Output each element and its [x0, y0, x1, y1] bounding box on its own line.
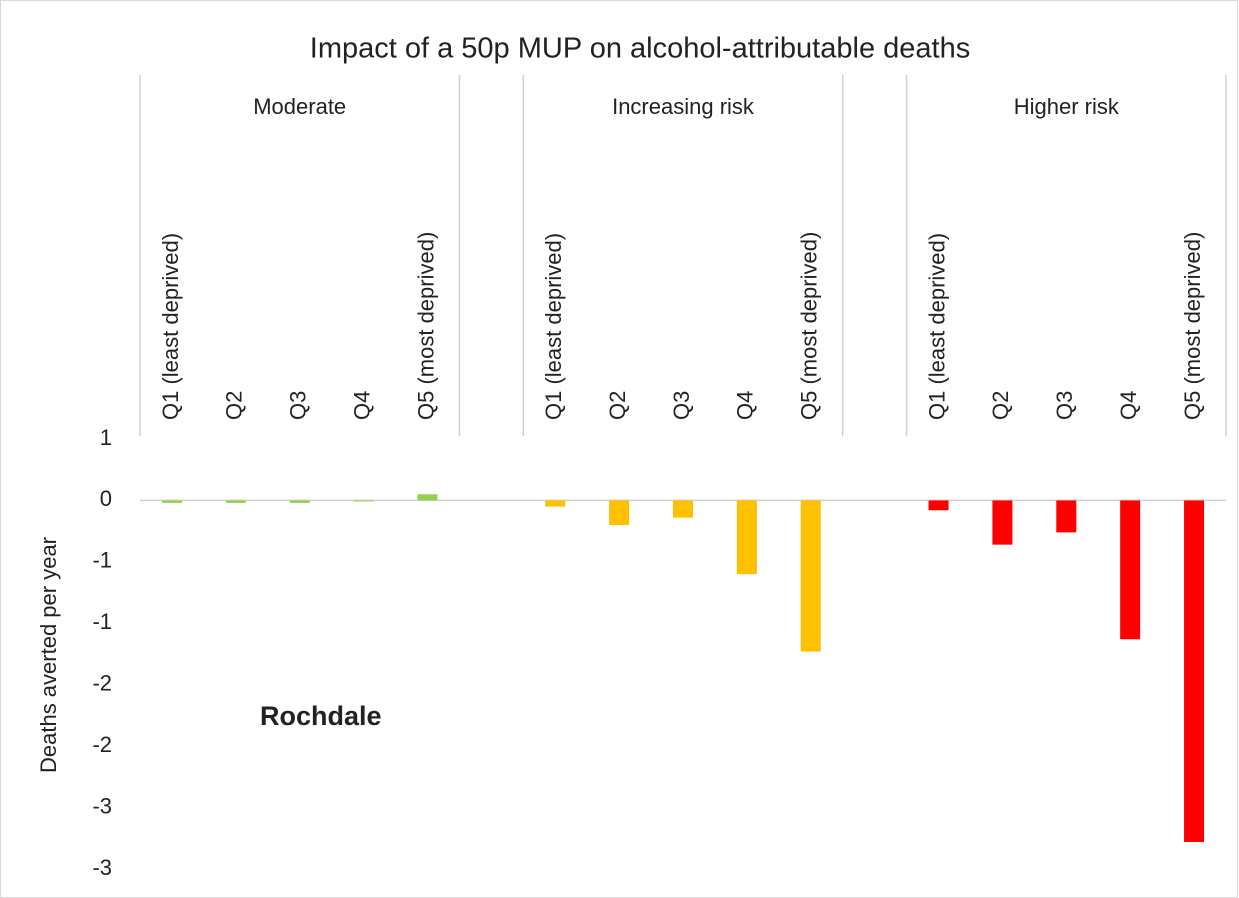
group-label: Moderate — [253, 94, 346, 119]
annotation: Rochdale — [260, 701, 382, 731]
bar — [800, 500, 821, 652]
bar — [161, 500, 182, 503]
x-tick-label: Q3 — [286, 391, 311, 420]
x-tick-label: Q1 (least deprived) — [924, 233, 949, 420]
y-tick-label: -3 — [92, 793, 112, 818]
group-label: Increasing risk — [612, 94, 755, 119]
y-tick-label: 1 — [100, 425, 112, 450]
bar — [1184, 500, 1205, 842]
x-tick-label: Q1 (least deprived) — [541, 233, 566, 420]
y-tick-label: -1 — [92, 609, 112, 634]
y-tick-label: -3 — [92, 855, 112, 880]
bar — [545, 500, 566, 507]
bar — [992, 500, 1013, 545]
chart-title: Impact of a 50p MUP on alcohol-attributa… — [310, 33, 970, 65]
x-tick-label: Q2 — [988, 391, 1013, 420]
y-tick-label: 0 — [100, 486, 112, 511]
y-tick-label: -2 — [92, 671, 112, 696]
y-tick-label: -1 — [92, 548, 112, 573]
bar — [736, 500, 757, 575]
x-tick-label: Q2 — [222, 391, 247, 420]
y-tick-label: -2 — [92, 732, 112, 757]
bar — [353, 500, 374, 502]
bar — [289, 500, 310, 503]
bar — [609, 500, 630, 525]
group-label: Higher risk — [1014, 94, 1120, 119]
bar — [928, 500, 949, 511]
x-tick-label: Q5 (most deprived) — [1180, 232, 1205, 420]
bar — [417, 494, 438, 501]
y-axis-label: Deaths averted per year — [36, 537, 61, 773]
x-tick-label: Q4 — [349, 391, 374, 420]
x-tick-label: Q5 (most deprived) — [413, 232, 438, 420]
x-tick-label: Q4 — [733, 391, 758, 420]
x-tick-label: Q4 — [1116, 391, 1141, 420]
bar — [225, 500, 246, 503]
bar — [1120, 500, 1141, 640]
x-tick-label: Q5 (most deprived) — [797, 232, 822, 420]
bar — [673, 500, 693, 518]
x-tick-label: Q3 — [669, 391, 694, 420]
x-tick-label: Q1 (least deprived) — [158, 233, 183, 420]
x-tick-label: Q3 — [1052, 391, 1077, 420]
x-tick-label: Q2 — [605, 391, 630, 420]
bar — [1056, 500, 1077, 533]
